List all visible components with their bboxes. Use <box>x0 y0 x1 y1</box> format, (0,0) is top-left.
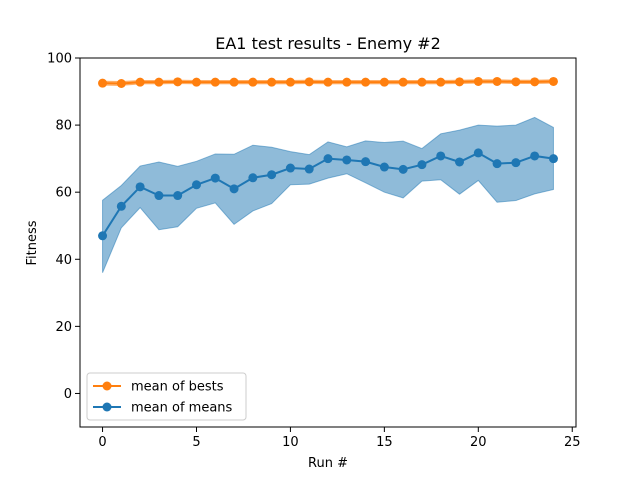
y-tick-label: 0 <box>64 387 72 402</box>
legend-box <box>86 372 247 421</box>
series-1-point <box>455 157 465 167</box>
series-1-point <box>530 151 540 161</box>
series-1-point <box>342 155 352 165</box>
series-0-point <box>304 77 314 87</box>
x-tick-label: 0 <box>98 435 106 450</box>
series-0-point <box>417 77 427 87</box>
series-0-point <box>379 77 389 87</box>
x-tick-label: 20 <box>470 435 487 450</box>
y-tick-label: 40 <box>55 253 72 268</box>
axes-frame <box>79 57 577 428</box>
series-1-point <box>473 148 483 158</box>
series-0-point <box>323 77 333 87</box>
series-0-point <box>530 77 540 87</box>
series-1-point <box>548 154 558 164</box>
legend-label: mean of means <box>131 401 233 416</box>
chart-title: EA1 test results - Enemy #2 <box>215 34 441 53</box>
series-1-point <box>436 151 446 161</box>
series-0-point <box>210 77 220 87</box>
series-0-point <box>191 77 201 87</box>
series-0-point <box>116 78 126 88</box>
y-tick-label: 20 <box>55 320 72 335</box>
series-1-point <box>210 173 220 183</box>
x-tick-label: 25 <box>564 435 581 450</box>
series-1-point <box>135 182 145 192</box>
series-0-point <box>436 77 446 87</box>
y-tick-label: 100 <box>47 52 72 67</box>
series-0-point <box>361 77 371 87</box>
y-tick-label: 80 <box>55 119 72 134</box>
series-1-point <box>379 162 389 172</box>
legend-marker <box>102 402 112 412</box>
series-0-point <box>548 76 558 86</box>
series-0-point <box>511 77 521 87</box>
x-tick-label: 15 <box>376 435 393 450</box>
series-0-point <box>285 77 295 87</box>
legend-label: mean of bests <box>131 380 224 395</box>
series-1-point <box>154 191 164 201</box>
series-0-point <box>267 77 277 87</box>
x-tick-label: 10 <box>282 435 299 450</box>
series-1-point <box>191 180 201 190</box>
x-axis-label: Run # <box>308 456 348 471</box>
series-0-point <box>455 77 465 87</box>
series-1-point <box>248 173 258 183</box>
series-0-point <box>398 77 408 87</box>
series-1-point <box>229 184 239 194</box>
series-0-point <box>473 76 483 86</box>
series-0-point <box>173 77 183 87</box>
series-1-point <box>285 163 295 173</box>
y-tick-label: 60 <box>55 186 72 201</box>
series-1-point <box>267 170 277 180</box>
series-0-point <box>248 77 258 87</box>
series-0-point <box>342 77 352 87</box>
series-1-point <box>323 154 333 164</box>
series-0-point <box>154 77 164 87</box>
series-1-point <box>98 231 108 241</box>
series-1-point <box>492 159 502 169</box>
series-1-point <box>173 191 183 201</box>
series-0-point <box>229 77 239 87</box>
y-axis-label: Fitness <box>25 220 40 265</box>
series-1-point <box>417 160 427 170</box>
series-0-point <box>492 76 502 86</box>
series-1-point <box>304 164 314 174</box>
series-1-point <box>398 164 408 174</box>
series-1-point <box>511 158 521 168</box>
series-0-point <box>98 78 108 88</box>
series-1-point <box>116 201 126 211</box>
legend: mean of bests mean of means <box>86 372 247 421</box>
legend-marker <box>102 381 112 391</box>
series-1-point <box>361 157 371 167</box>
x-tick-label: 5 <box>192 435 200 450</box>
series-0-point <box>135 77 145 87</box>
